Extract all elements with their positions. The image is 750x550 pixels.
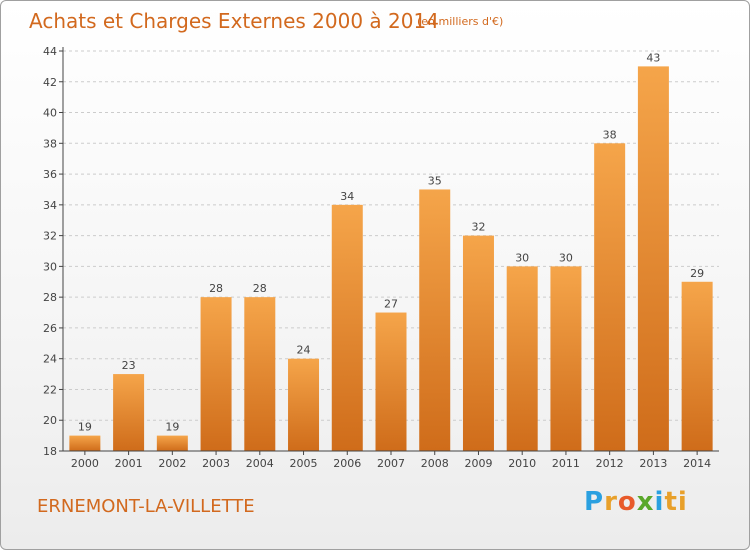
- y-tick-label: 32: [43, 230, 57, 243]
- bar: [419, 189, 451, 451]
- logo-letter: r: [604, 487, 618, 517]
- bar-value-label: 34: [340, 190, 354, 203]
- x-tick-label: 2013: [639, 457, 667, 470]
- x-tick-label: 2006: [333, 457, 361, 470]
- bar: [594, 143, 626, 452]
- bar-value-label: 43: [646, 51, 660, 64]
- x-tick-label: 2003: [202, 457, 230, 470]
- y-tick-label: 42: [43, 76, 57, 89]
- y-tick-label: 28: [43, 291, 57, 304]
- y-tick-label: 24: [43, 353, 57, 366]
- x-tick-label: 2012: [596, 457, 624, 470]
- x-tick-label: 2004: [246, 457, 274, 470]
- bar: [506, 266, 538, 451]
- bar-value-label: 19: [78, 421, 92, 434]
- y-tick-label: 34: [43, 199, 57, 212]
- x-tick-label: 2000: [71, 457, 99, 470]
- bar-value-label: 29: [690, 267, 704, 280]
- chart-subtitle: (en milliers d'€): [417, 15, 504, 28]
- y-tick-label: 38: [43, 137, 57, 150]
- bar: [69, 435, 101, 451]
- bar-value-label: 28: [209, 282, 223, 295]
- bar: [331, 204, 363, 451]
- logo-letter: P: [584, 487, 605, 517]
- bar: [462, 235, 494, 451]
- logo-letter: x: [636, 487, 655, 517]
- bar-value-label: 23: [122, 359, 136, 372]
- y-tick-label: 40: [43, 107, 57, 120]
- x-tick-label: 2011: [552, 457, 580, 470]
- bar-value-label: 19: [165, 421, 179, 434]
- y-tick-label: 44: [43, 45, 57, 58]
- logo-letter: i: [654, 487, 665, 517]
- x-tick-label: 2002: [158, 457, 186, 470]
- bar: [681, 281, 713, 451]
- bar: [375, 312, 407, 451]
- axes: 18 20 22 24 26 28 30 32 34 36 38 40 42 44 2000 2001 2002…: [43, 45, 719, 470]
- y-tick-label: 30: [43, 260, 57, 273]
- bar-value-label: 32: [471, 221, 485, 234]
- bar-value-label: 24: [297, 344, 311, 357]
- logo-letter: o: [617, 487, 637, 517]
- bar: [200, 297, 232, 451]
- bar-value-label: 30: [515, 251, 529, 264]
- bar: [550, 266, 582, 451]
- bar: [113, 374, 145, 451]
- x-tick-label: 2010: [508, 457, 536, 470]
- bar-value-label: 38: [603, 128, 617, 141]
- bar: [156, 435, 188, 451]
- y-tick-label: 26: [43, 322, 57, 335]
- logo-letter: ti: [664, 487, 688, 517]
- x-tick-label: 2014: [683, 457, 711, 470]
- bar: [288, 358, 320, 451]
- chart-title: Achats et Charges Externes 2000 à 2014: [29, 9, 439, 33]
- place-name: ERNEMONT-LA-VILLETTE: [37, 496, 255, 517]
- bar: [244, 297, 276, 451]
- y-tick-label: 36: [43, 168, 57, 181]
- bars: 19 23 19 28 28 24 34 27 35 32 30 30 38 43 29: [69, 51, 713, 452]
- bar: [637, 66, 669, 451]
- x-tick-label: 2005: [290, 457, 318, 470]
- x-tick-label: 2009: [464, 457, 492, 470]
- x-tick-label: 2007: [377, 457, 405, 470]
- bar-value-label: 35: [428, 174, 442, 187]
- x-tick-label: 2001: [115, 457, 143, 470]
- bar-value-label: 28: [253, 282, 267, 295]
- bar-value-label: 30: [559, 251, 573, 264]
- proxiti-logo[interactable]: Proxiti: [584, 487, 688, 517]
- bar-value-label: 27: [384, 298, 398, 311]
- y-tick-label: 20: [43, 414, 57, 427]
- y-tick-label: 22: [43, 383, 57, 396]
- y-tick-label: 18: [43, 445, 57, 458]
- x-tick-label: 2008: [421, 457, 449, 470]
